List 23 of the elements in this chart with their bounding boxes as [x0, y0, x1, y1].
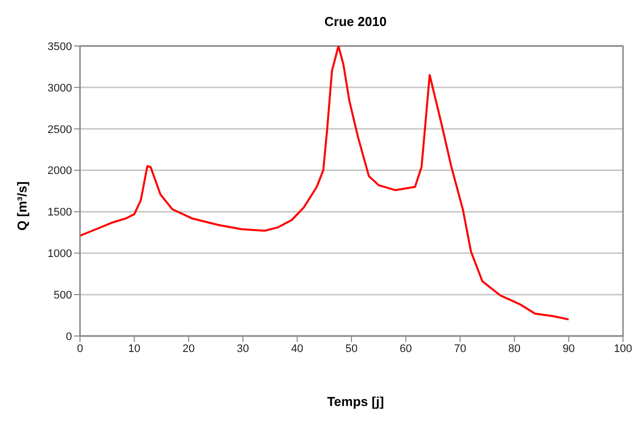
x-tick-label: 90	[562, 342, 575, 355]
y-tick-label: 2500	[48, 124, 72, 136]
y-tick-label: 2000	[48, 165, 72, 178]
line-series	[80, 46, 570, 320]
y-tick-label: 1000	[48, 248, 72, 260]
y-tick-label: 0	[66, 330, 72, 343]
x-tick-label: 40	[291, 342, 304, 355]
x-tick-label: 10	[128, 342, 140, 355]
x-tick-label: 80	[508, 342, 521, 355]
chart-title: Crue 2010	[323, 14, 388, 29]
x-tick-label: 20	[182, 342, 195, 355]
y-tick-label: 500	[54, 289, 72, 302]
y-tick-label: 3000	[48, 82, 72, 94]
x-tick-label: 50	[345, 342, 358, 355]
y-axis-title: Q [m³/s]	[14, 181, 30, 231]
y-tick-label: 1500	[48, 206, 72, 219]
y-tick-label: 3500	[48, 40, 72, 53]
x-tick-label: 100	[614, 342, 632, 355]
x-tick-label: 60	[400, 342, 412, 355]
x-tick-label: 30	[236, 342, 250, 355]
x-tick-label: 70	[454, 342, 466, 355]
x-axis-title: Temps [j]	[326, 394, 385, 409]
x-tick-label: 0	[76, 342, 84, 355]
